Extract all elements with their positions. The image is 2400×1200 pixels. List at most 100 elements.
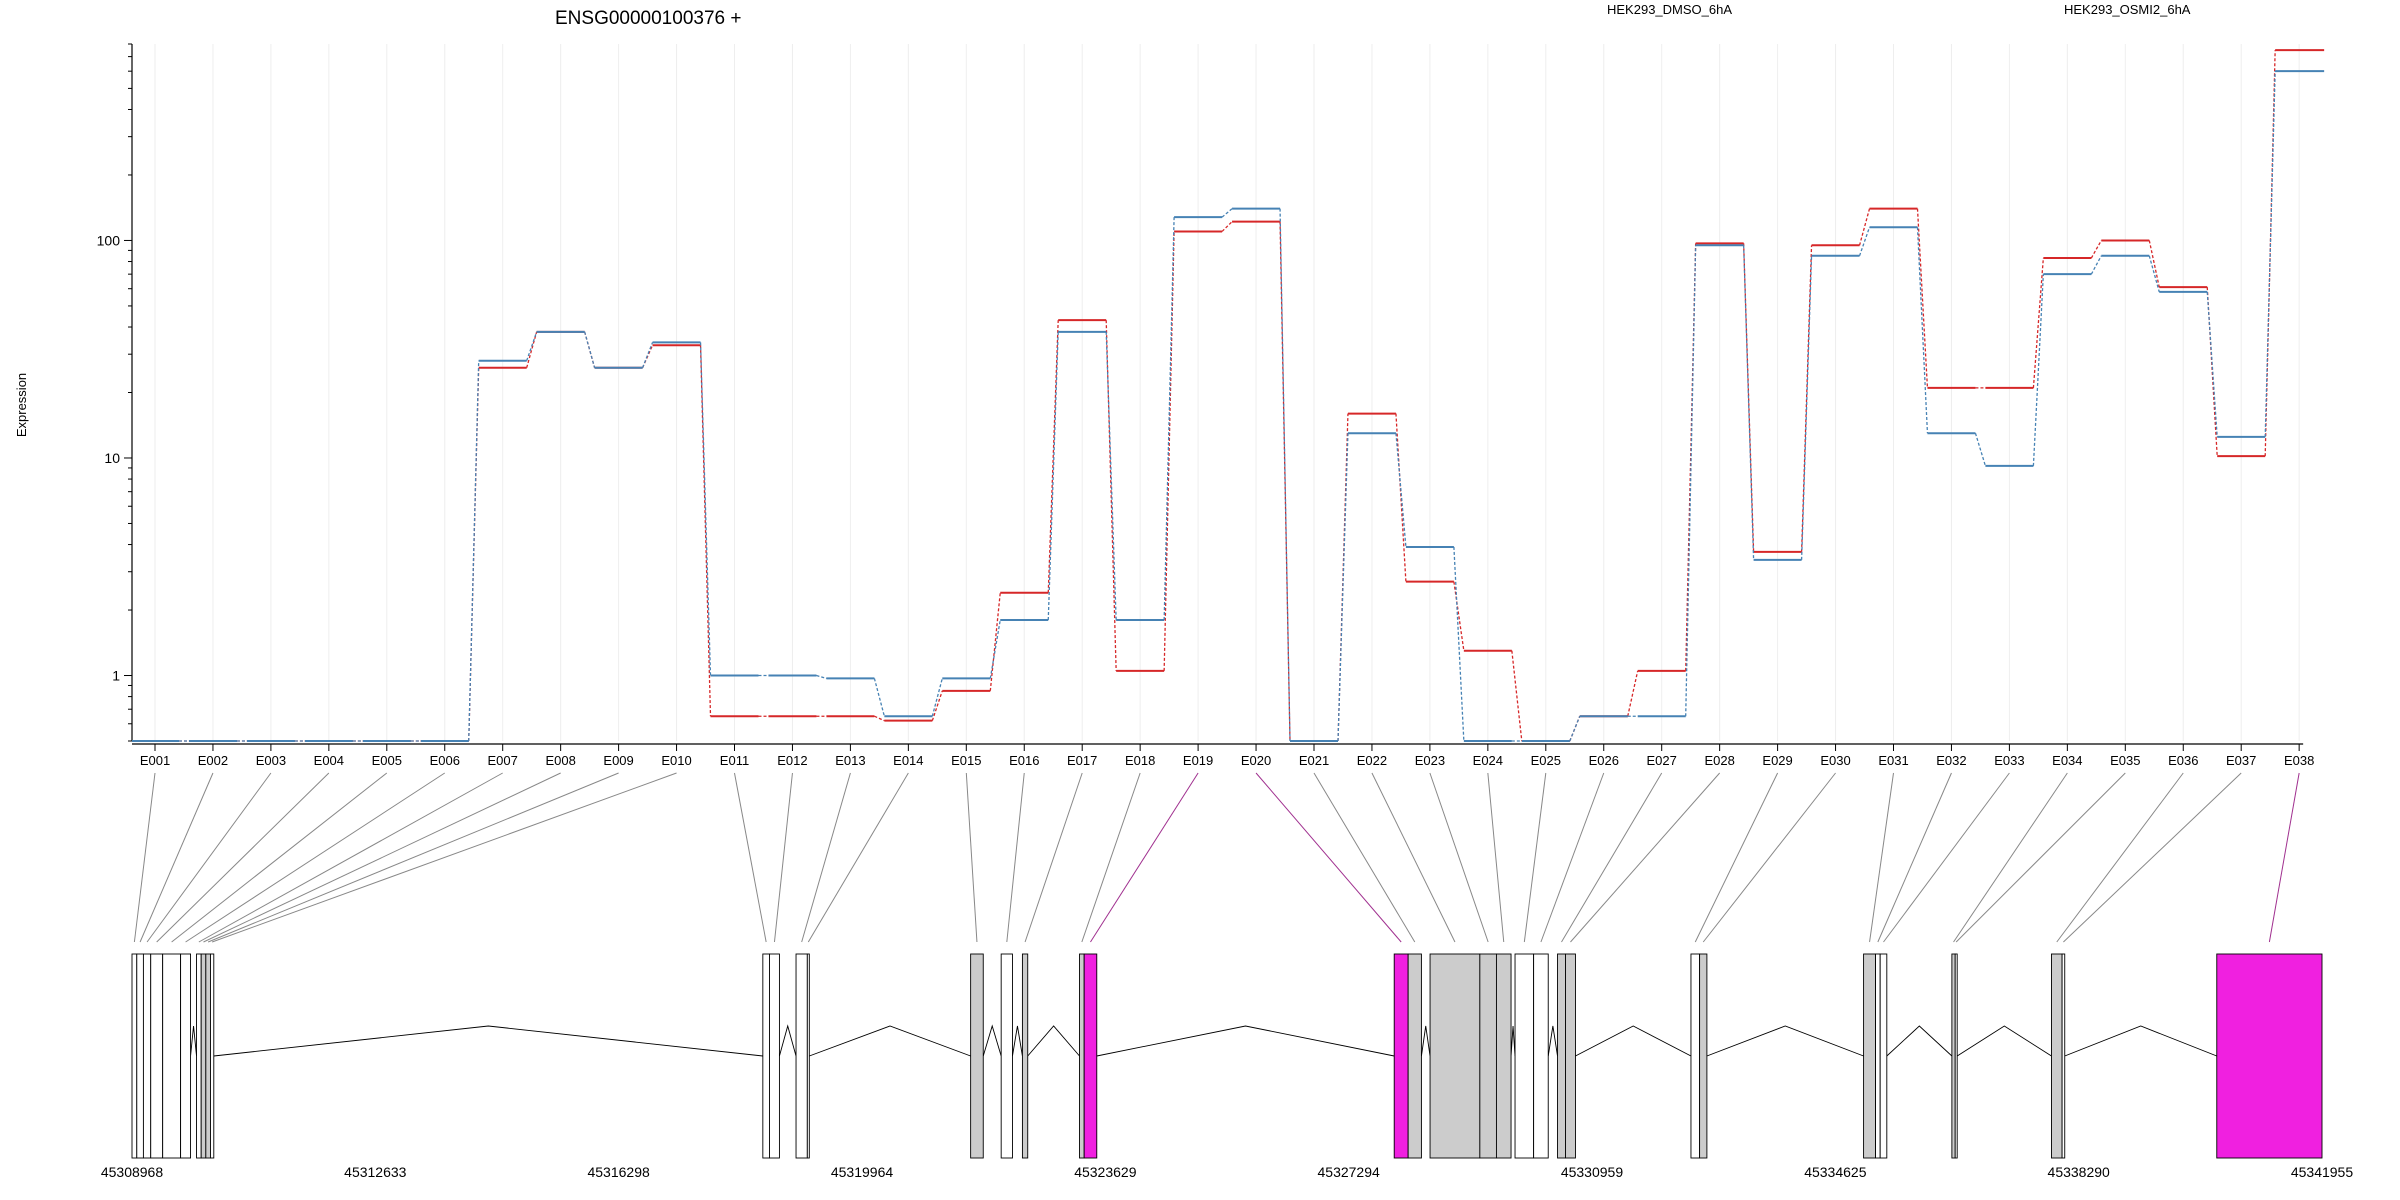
connector-E035 (1955, 772, 2126, 943)
gene-model (131, 953, 2323, 1159)
connector-E015 (965, 772, 978, 943)
x-tick-label: E026 (1589, 753, 1619, 768)
exon-E034 (1951, 953, 1956, 1159)
exon-E004 (150, 953, 164, 1159)
exon-E001 (131, 953, 138, 1159)
exon-E031 (1863, 953, 1876, 1159)
connector-E037 (2063, 772, 2242, 943)
step-connector (1047, 320, 1059, 593)
x-tick-label: E015 (951, 753, 981, 768)
connector-E024 (1487, 772, 1505, 943)
step-connector (989, 592, 1001, 691)
exon-E022 (1429, 953, 1481, 1159)
x-tick-label: E029 (1762, 753, 1792, 768)
step-connector (1916, 227, 1929, 434)
x-tick-label: E028 (1704, 753, 1734, 768)
series-1 (132, 70, 2325, 742)
step-connector (2206, 287, 2218, 457)
step-connector (1453, 581, 1465, 651)
exon-E030 (1699, 953, 1708, 1159)
connector-E036 (2056, 772, 2184, 943)
x-tick-label: E031 (1878, 753, 1908, 768)
step-connector (2090, 255, 2102, 275)
coordinate-tick-label: 45319964 (831, 1164, 894, 1180)
exon-E026 (1533, 953, 1549, 1159)
x-tick-label: E016 (1009, 753, 1039, 768)
step-connector (2090, 240, 2102, 259)
intron (982, 1024, 1002, 1057)
x-tick-label: E002 (198, 753, 228, 768)
legend-series-osmi2: HEK293_OSMI2_6hA (2064, 2, 2191, 17)
step-connector (468, 360, 480, 742)
step-connector (1453, 546, 1465, 742)
intron (809, 1025, 971, 1057)
exon-E011 (762, 953, 770, 1159)
intron (2064, 1025, 2217, 1057)
expression-series (132, 49, 2325, 742)
connector-E025 (1523, 772, 1547, 943)
exon-E032 (1875, 953, 1881, 1159)
step-connector (1105, 320, 1117, 671)
exon-E029 (1690, 953, 1701, 1159)
connector-E023 (1429, 772, 1489, 943)
intron (1096, 1025, 1395, 1057)
step-connector (816, 674, 827, 680)
connector-E029 (1694, 772, 1779, 943)
connector-E004 (156, 772, 330, 943)
intron (1886, 1025, 1953, 1057)
connector-E028 (1570, 772, 1721, 943)
connector-E020 (1255, 772, 1402, 943)
connector-E019 (1090, 772, 1199, 943)
exon-E013 (795, 953, 808, 1159)
connector-E006 (185, 772, 446, 943)
connector-E009 (207, 772, 619, 943)
exon-E015 (970, 953, 984, 1159)
exon-E018 (1079, 953, 1085, 1159)
step-connector (931, 690, 943, 721)
intron (213, 1025, 763, 1057)
exon-E023 (1479, 953, 1497, 1159)
legend-series-dmso: HEK293_DMSO_6hA (1607, 2, 1732, 17)
x-tick-label: E025 (1531, 753, 1561, 768)
x-tick-label: E003 (256, 753, 286, 768)
exon-E010 (210, 953, 215, 1159)
x-tick-label: E001 (140, 753, 170, 768)
step-connector (1974, 433, 1987, 467)
coordinate-tick-label: 45312633 (344, 1164, 407, 1180)
step-connector (1800, 245, 1813, 552)
step-connector (1221, 208, 1233, 218)
x-tick-label: E014 (893, 753, 923, 768)
x-tick-label: E008 (545, 753, 575, 768)
step-connector (2148, 255, 2160, 293)
connector-E038 (2268, 772, 2300, 943)
x-tick-label: E006 (430, 753, 460, 768)
y-axis: 1 10 100 (97, 43, 133, 742)
connector-E027 (1561, 772, 1663, 943)
coordinate-tick-label: 45308968 (101, 1164, 164, 1180)
step-connector (641, 342, 654, 368)
connector-E032 (1877, 772, 1952, 943)
exon-E003 (142, 953, 152, 1159)
x-tick-label: E023 (1415, 753, 1445, 768)
exon-E035 (1954, 953, 1958, 1159)
step-connector (1743, 245, 1755, 560)
connector-E018 (1081, 772, 1141, 943)
exon-E020 (1393, 953, 1409, 1159)
intron (1510, 1025, 1516, 1057)
exon-E038 (2216, 953, 2323, 1159)
connector-E011 (734, 772, 767, 943)
step-connector (1047, 331, 1059, 621)
x-tick-label: E022 (1357, 753, 1387, 768)
coordinate-tick-label: 45341955 (2291, 1164, 2354, 1180)
coordinate-tick-label: 45316298 (587, 1164, 650, 1180)
step-connector (874, 715, 885, 722)
x-tick-label: E030 (1820, 753, 1850, 768)
x-tick-label: E037 (2226, 753, 2256, 768)
y-tick-label: 10 (104, 450, 120, 466)
step-connector (1569, 715, 1581, 742)
genomic-coordinate-axis: 45308968 45312633 45316298 45319964 45323629… (101, 1164, 2354, 1180)
exon-E014 (806, 953, 810, 1159)
x-tick-label: E038 (2284, 753, 2314, 768)
step-connector (699, 342, 712, 676)
x-tick-label: E032 (1936, 753, 1966, 768)
